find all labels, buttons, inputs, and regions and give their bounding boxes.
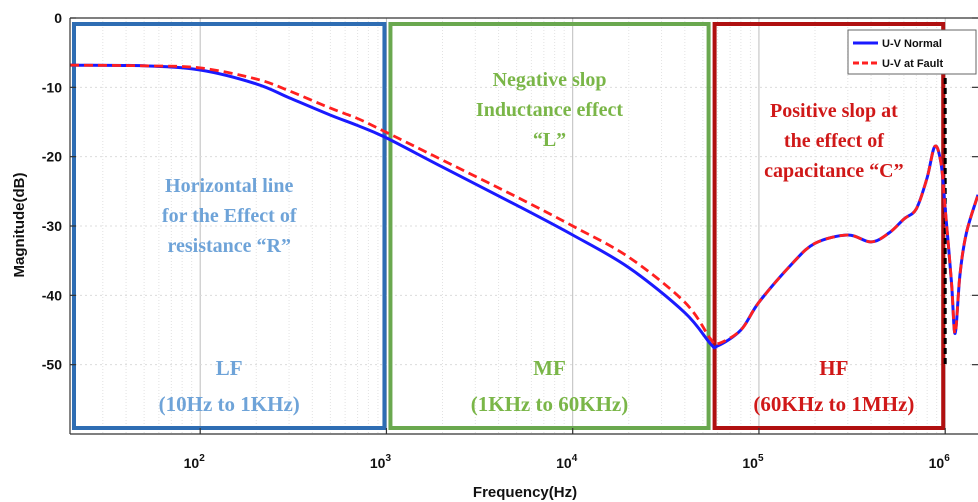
y-tick-label: -20 (42, 149, 62, 165)
legend-entry: U-V Normal (882, 38, 942, 50)
x-tick-label: 106 (929, 453, 951, 471)
x-axis-label: Frequency(Hz) (473, 484, 577, 501)
y-tick-label: 0 (54, 10, 62, 26)
region-box-mf (388, 22, 711, 430)
region-label-lf: LF (216, 356, 243, 380)
region-description-hf: Positive slop at (770, 100, 898, 122)
legend-entry: U-V at Fault (882, 58, 943, 70)
region-label-mf: (1KHz to 60KHz) (471, 392, 628, 416)
region-description-mf: “L” (533, 129, 566, 151)
region-description-hf: the effect of (784, 130, 884, 152)
region-box-hf (712, 22, 946, 430)
y-tick-label: -10 (42, 79, 62, 95)
y-tick-label: -40 (42, 287, 62, 303)
region-description-lf: for the Effect of (162, 205, 297, 227)
y-tick-label: -30 (42, 218, 62, 234)
x-tick-label: 104 (556, 453, 578, 471)
x-tick-label: 105 (742, 453, 764, 471)
region-description-mf: Inductance effect (476, 99, 624, 121)
region-label-lf: (10Hz to 1KHz) (159, 392, 300, 416)
x-tick-label: 102 (184, 453, 206, 471)
legend-box (847, 29, 977, 75)
x-tick-exponent: 6 (944, 453, 950, 464)
region-label-hf: (60KHz to 1MHz) (753, 392, 914, 416)
x-tick-exponent: 5 (758, 453, 764, 464)
y-tick-label: -50 (42, 357, 62, 373)
region-description-hf: capacitance “C” (764, 160, 903, 182)
x-tick-exponent: 4 (572, 453, 578, 464)
region-label-mf: MF (533, 356, 566, 380)
region-label-hf: HF (819, 356, 848, 380)
series-line-fault (69, 63, 978, 347)
x-tick-exponent: 3 (385, 453, 391, 464)
series-lines (69, 63, 978, 350)
legend: U-V Normal U-V at Fault (847, 29, 977, 75)
region-description-lf: resistance “R” (167, 235, 291, 257)
region-description-mf: Negative slop (493, 69, 607, 91)
x-tick-exponent: 2 (199, 453, 205, 464)
grid-lines (69, 17, 978, 434)
region-description-lf: Horizontal line (165, 175, 293, 197)
x-tick-label: 103 (370, 453, 392, 471)
axes: 0 -10 -20 -30 -40 -50 102 103 104 105 106 (42, 10, 978, 471)
y-axis-label: Magnitude(dB) (11, 173, 28, 278)
